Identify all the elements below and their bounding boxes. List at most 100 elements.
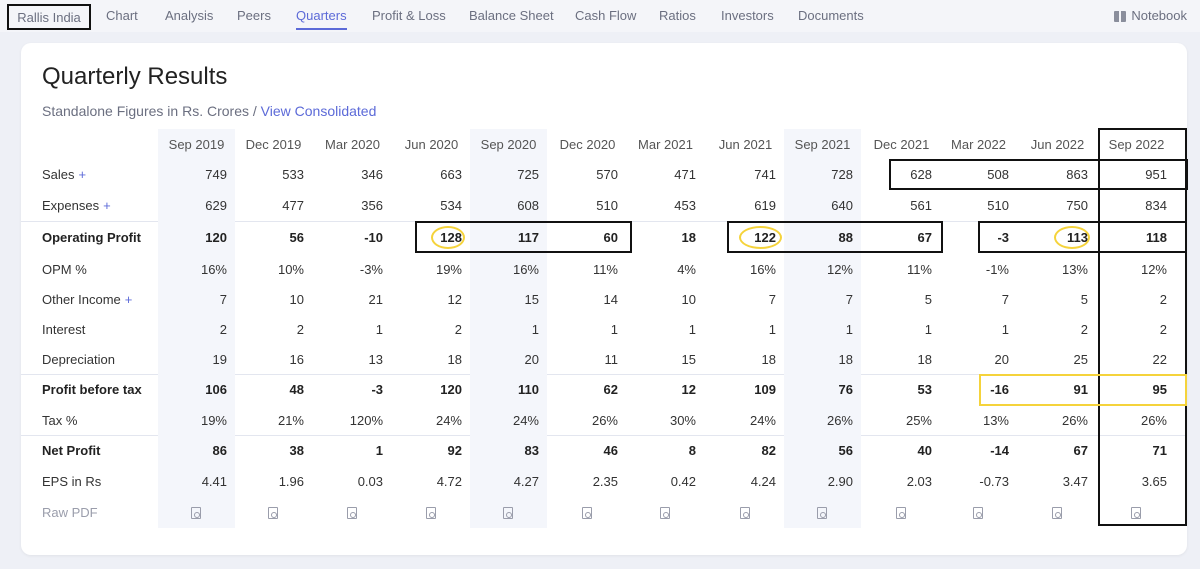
table-cell: 11% bbox=[906, 261, 932, 277]
row-label-text: Operating Profit bbox=[42, 230, 141, 245]
pdf-link[interactable] bbox=[158, 497, 235, 528]
table-cell: 2 bbox=[158, 314, 235, 344]
row-label[interactable]: Expenses + bbox=[42, 190, 111, 221]
table-cell: 18 bbox=[784, 344, 861, 374]
table-cell: -3 bbox=[371, 382, 383, 397]
pdf-link[interactable] bbox=[863, 497, 940, 528]
pdf-link[interactable] bbox=[1019, 497, 1096, 528]
table-cell: 8 bbox=[688, 443, 696, 458]
nav-tab-documents[interactable]: Documents bbox=[798, 8, 864, 23]
notebook-icon bbox=[1114, 10, 1127, 22]
table-cell: 0.42 bbox=[670, 474, 696, 489]
company-tab[interactable]: Rallis India bbox=[7, 4, 91, 30]
table-cell: 1 bbox=[1001, 321, 1009, 337]
table-cell: 1 bbox=[375, 443, 383, 458]
table-row: Depreciation 19 16 13 18 20 11 15 18 18 18 20 25 22 bbox=[21, 344, 1187, 374]
table-cell: 534 bbox=[440, 198, 462, 213]
column-header: Mar 2021 bbox=[638, 136, 693, 152]
table-cell: 619 bbox=[754, 198, 776, 213]
nav-tab-profit-loss[interactable]: Profit & Loss bbox=[372, 8, 446, 23]
table-cell: 82 bbox=[761, 443, 776, 458]
table-cell: 471 bbox=[674, 167, 696, 182]
table-row: Profit before tax 106 48 -3 120 110 62 12 109 76 5… bbox=[21, 374, 1187, 405]
row-label: Depreciation bbox=[42, 344, 115, 374]
table-cell: 2.35 bbox=[592, 474, 618, 489]
top-nav: Rallis India Chart Analysis Peers Quarters P… bbox=[0, 0, 1200, 32]
table-cell: 56 bbox=[289, 230, 304, 245]
table-cell: 122 bbox=[754, 230, 776, 245]
pdf-link[interactable] bbox=[235, 497, 312, 528]
pdf-link[interactable] bbox=[627, 497, 704, 528]
subtitle-text: Standalone Figures in Rs. Crores / bbox=[42, 103, 257, 119]
table-cell: 48 bbox=[289, 382, 304, 397]
pdf-link[interactable] bbox=[470, 497, 547, 528]
table-cell: 951 bbox=[1145, 167, 1167, 182]
table-cell: -10 bbox=[364, 230, 383, 245]
pdf-link[interactable] bbox=[314, 497, 391, 528]
table-cell: 30% bbox=[669, 412, 696, 428]
expand-plus-icon[interactable]: + bbox=[78, 167, 87, 182]
table-cell: 510 bbox=[596, 198, 618, 213]
table-cell: 1 bbox=[784, 314, 861, 344]
table-cell: -14 bbox=[990, 443, 1009, 458]
nav-tab-peers[interactable]: Peers bbox=[237, 8, 271, 23]
table-cell: 19% bbox=[435, 261, 462, 277]
pdf-link[interactable] bbox=[549, 497, 626, 528]
row-label[interactable]: Sales + bbox=[42, 159, 86, 190]
table-cell: 53 bbox=[917, 382, 932, 397]
nav-tab-ratios[interactable]: Ratios bbox=[659, 8, 696, 23]
table-row: Net Profit 86 38 1 92 83 46 8 82 56 40 -14 67 71 bbox=[21, 435, 1187, 466]
nav-tab-investors[interactable]: Investors bbox=[721, 8, 774, 23]
table-cell: 26% bbox=[784, 405, 861, 435]
pdf-link[interactable] bbox=[393, 497, 470, 528]
nav-tab-chart[interactable]: Chart bbox=[106, 8, 138, 23]
row-label: Operating Profit bbox=[42, 221, 141, 254]
table-cell: 628 bbox=[910, 167, 932, 182]
table-cell: 2 bbox=[1159, 321, 1167, 337]
column-header: Sep 2019 bbox=[158, 129, 235, 159]
table-cell: 16% bbox=[158, 254, 235, 284]
table-cell: 11% bbox=[592, 261, 618, 277]
table-row: Interest 2 2 1 2 1 1 1 1 1 1 1 2 2 bbox=[21, 314, 1187, 344]
nav-tab-cash-flow[interactable]: Cash Flow bbox=[575, 8, 637, 23]
column-header: Jun 2020 bbox=[404, 136, 459, 152]
row-label-text: Net Profit bbox=[42, 443, 101, 458]
pdf-link[interactable] bbox=[940, 497, 1017, 528]
table-cell: 76 bbox=[784, 374, 861, 405]
nav-tab-balance-sheet[interactable]: Balance Sheet bbox=[469, 8, 554, 23]
quarterly-results-card: Quarterly Results Standalone Figures in … bbox=[21, 43, 1188, 555]
table-cell: 346 bbox=[361, 167, 383, 182]
pdf-icon bbox=[346, 506, 357, 519]
pdf-icon bbox=[659, 506, 670, 519]
table-cell: 4.72 bbox=[436, 474, 462, 489]
table-cell: 749 bbox=[158, 159, 235, 190]
row-label[interactable]: Other Income + bbox=[42, 284, 132, 314]
table-cell: 12 bbox=[681, 382, 696, 397]
pdf-link[interactable] bbox=[784, 497, 861, 528]
table-cell: 834 bbox=[1145, 198, 1167, 213]
nav-tab-analysis[interactable]: Analysis bbox=[165, 8, 214, 23]
table-cell: 128 bbox=[440, 230, 462, 245]
nav-tab-quarters[interactable]: Quarters bbox=[296, 0, 347, 32]
view-consolidated-link[interactable]: View Consolidated bbox=[260, 103, 377, 119]
table-cell: 15 bbox=[470, 284, 547, 314]
table-cell: 113 bbox=[1067, 230, 1088, 245]
column-header: Jun 2021 bbox=[718, 136, 773, 152]
row-divider bbox=[21, 374, 1187, 375]
pdf-link[interactable] bbox=[707, 497, 784, 528]
pdf-icon bbox=[190, 506, 201, 519]
notebook-label: Notebook bbox=[1131, 8, 1187, 23]
table-cell: 510 bbox=[987, 198, 1009, 213]
expand-plus-icon[interactable]: + bbox=[124, 291, 133, 307]
table-cell: 728 bbox=[784, 159, 861, 190]
row-label: OPM % bbox=[42, 254, 87, 284]
notebook-link[interactable]: Notebook bbox=[1114, 0, 1187, 32]
table-cell: -3% bbox=[359, 261, 383, 277]
table-cell: 19% bbox=[158, 405, 235, 435]
expand-plus-icon[interactable]: + bbox=[103, 198, 111, 213]
table-cell: 71 bbox=[1152, 443, 1167, 458]
table-cell: 95 bbox=[1152, 382, 1167, 397]
table-cell: 106 bbox=[158, 374, 235, 405]
table-cell: 11 bbox=[604, 351, 619, 367]
pdf-link[interactable] bbox=[1098, 497, 1175, 528]
